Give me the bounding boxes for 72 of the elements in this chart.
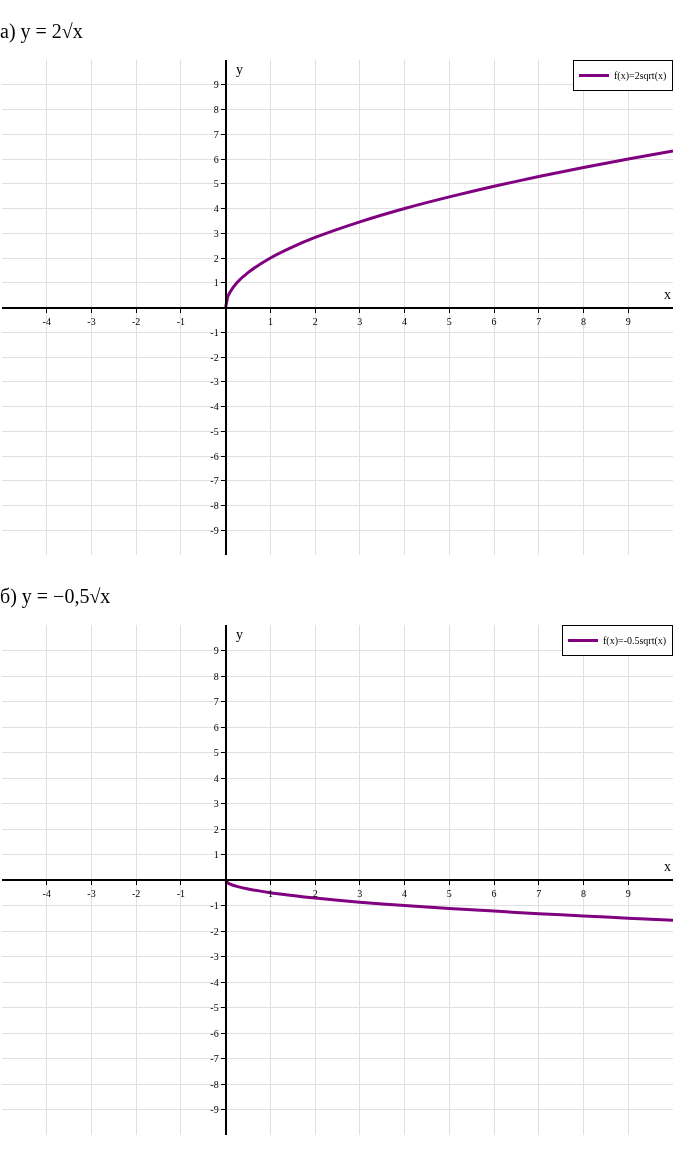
y-tick-label: 1	[213, 277, 219, 289]
y-tick-label: 7	[213, 696, 219, 707]
x-tick-label: 3	[357, 315, 363, 327]
x-tick-label: 4	[402, 888, 408, 899]
x-axis-title: x	[664, 859, 671, 874]
y-tick-label: -7	[210, 1053, 219, 1064]
x-tick-label: 3	[357, 888, 363, 899]
y-tick-label: -3	[210, 376, 219, 388]
x-tick-label: -2	[132, 888, 141, 899]
y-tick-label: -5	[210, 1002, 219, 1013]
line-series	[224, 149, 673, 309]
y-tick-label: -5	[210, 425, 219, 437]
x-tick-label: 6	[491, 315, 497, 327]
y-tick-label: 9	[213, 79, 219, 91]
x-tick-label: 9	[625, 315, 631, 327]
x-tick-label: 2	[312, 315, 318, 327]
x-tick-label: -3	[87, 888, 96, 899]
x-tick-label: 7	[536, 315, 542, 327]
x-tick-label: -4	[42, 315, 51, 327]
y-tick-label: -3	[210, 951, 219, 962]
y-tick-label: 5	[213, 747, 219, 758]
x-tick-label: 8	[581, 315, 587, 327]
x-tick-label: -1	[176, 888, 186, 899]
y-tick-label: -2	[210, 925, 219, 937]
x-tick-label: 7	[536, 888, 542, 899]
y-tick-label: 6	[213, 153, 219, 165]
x-tick-label: -4	[42, 888, 51, 899]
x-tick-label: 1	[267, 888, 273, 899]
legend-label: f(x)=-0.5sqrt(x)	[603, 635, 667, 648]
y-tick-label: 2	[213, 252, 219, 264]
y-tick-label: -4	[210, 401, 219, 412]
chart-title: а) y = 2√x	[0, 20, 83, 43]
y-tick-label: -6	[210, 1027, 219, 1039]
x-tick-label: -2	[132, 315, 141, 327]
x-tick-label: 9	[625, 888, 631, 899]
x-tick-label: 5	[446, 315, 452, 327]
x-tick-label: -3	[87, 315, 96, 327]
x-tick-label: 8	[581, 888, 587, 899]
y-axis-title: y	[236, 627, 243, 642]
y-tick-label: -6	[210, 450, 219, 462]
y-tick-label: -1	[210, 900, 219, 911]
y-tick-label: 4	[213, 203, 219, 214]
y-tick-label: -8	[210, 500, 219, 511]
y-tick-label: -2	[210, 351, 219, 363]
y-tick-label: 1	[213, 849, 219, 860]
y-tick-label: 5	[213, 178, 219, 190]
y-axis-title: y	[236, 62, 243, 77]
y-tick-label: -1	[210, 326, 219, 338]
y-tick-label: 3	[213, 798, 219, 809]
y-tick-label: -7	[210, 475, 219, 487]
chart-title: б) y = −0,5√x	[0, 585, 111, 608]
y-tick-label: 3	[213, 227, 219, 239]
y-tick-label: -9	[210, 1104, 219, 1115]
y-tick-label: 7	[213, 128, 219, 140]
x-tick-label: 2	[312, 888, 318, 899]
x-tick-label: 6	[491, 888, 497, 899]
line-series	[224, 878, 673, 922]
x-axis-title: x	[664, 287, 671, 302]
y-tick-label: 4	[213, 772, 219, 784]
x-tick-label: 1	[267, 315, 273, 327]
y-tick-label: 2	[213, 823, 219, 835]
y-tick-label: 8	[213, 104, 219, 115]
y-tick-label: -8	[210, 1078, 219, 1090]
y-tick-label: 8	[213, 670, 219, 682]
y-tick-label: 6	[213, 721, 219, 733]
y-tick-label: -4	[210, 976, 219, 988]
y-tick-label: 9	[213, 645, 219, 656]
x-tick-label: -1	[176, 315, 186, 327]
x-tick-label: 5	[446, 888, 452, 899]
legend-label: f(x)=2sqrt(x)	[614, 70, 667, 83]
y-tick-label: -9	[210, 524, 219, 536]
x-tick-label: 4	[402, 315, 408, 327]
